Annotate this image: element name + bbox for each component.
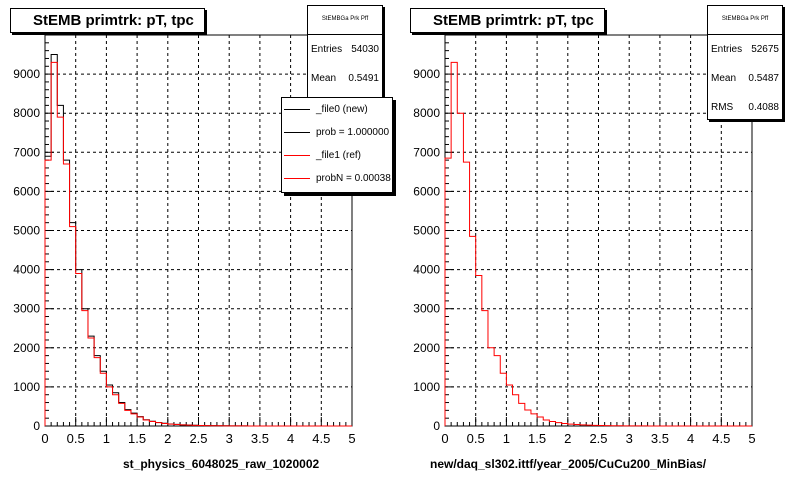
y-tick-label: 4000	[13, 263, 40, 277]
y-tick-label: 7000	[413, 145, 440, 159]
left-plot-title: StEMB primtrk: pT, tpc	[10, 8, 205, 33]
histogram-series-plot1	[444, 61, 752, 427]
x-tick-label: 0.5	[467, 431, 485, 446]
y-tick-label: 3000	[413, 302, 440, 316]
y-tick-label: 8000	[13, 106, 40, 120]
left-stats-mean: Mean 0.5491	[308, 64, 382, 93]
x-tick-label: 2	[564, 431, 571, 446]
legend-entry-prob: prob = 1.000000	[282, 121, 392, 144]
y-tick-label: 0	[433, 419, 440, 433]
right-stats-header: StEMBGa Prk Pff	[708, 6, 782, 35]
right-stats-mean-label: Mean	[711, 73, 737, 84]
legend-swatch-probn	[284, 178, 310, 179]
legend-swatch-file1	[284, 155, 310, 156]
right-stats-entries-value: 52675	[751, 44, 779, 55]
legend-label-file1: _file1 (ref)	[316, 150, 362, 161]
right-stats-rms: RMS 0.4088	[708, 93, 782, 122]
right-stats-mean-value: 0.5487	[748, 73, 779, 84]
legend-label-probn: probN = 0.00038	[316, 173, 391, 184]
left-stats-entries: Entries 54030	[308, 35, 382, 64]
legend-label-file0: _file0 (new)	[316, 104, 368, 115]
y-tick-label: 6000	[413, 184, 440, 198]
y-tick-label: 3000	[13, 302, 40, 316]
x-tick-label: 2	[164, 431, 171, 446]
right-panel: 0 0.5 1 1.5 2 2.5 3 3.5 4 4.5 5 0 1000 2000 3000 4000 50…	[400, 0, 800, 480]
left-stats-entries-label: Entries	[311, 44, 343, 55]
right-stats-rms-label: RMS	[711, 102, 734, 113]
left-stats-header: StEMBGa Prk Pff	[308, 6, 382, 35]
right-stats-mean: Mean 0.5487	[708, 64, 782, 93]
left-legend: _file0 (new) prob = 1.000000 _file1 (ref…	[281, 97, 393, 193]
legend-label-prob: prob = 1.000000	[316, 127, 390, 138]
x-tick-label: 2.5	[589, 431, 607, 446]
x-tick-label: 0.5	[67, 431, 85, 446]
legend-entry-probn: probN = 0.00038	[282, 167, 392, 190]
left-stats-mean-value: 0.5491	[348, 73, 379, 84]
x-tick-label: 1.5	[128, 431, 146, 446]
y-tick-label: 5000	[413, 224, 440, 238]
x-tick-label: 4.5	[712, 431, 730, 446]
x-tick-label: 0	[41, 431, 48, 446]
x-tick-label: 3.5	[251, 431, 269, 446]
y-tick-label: 1000	[13, 380, 40, 394]
y-tick-label: 9000	[13, 67, 40, 81]
left-histogram-plot: 0 0.5 1 1.5 2 2.5 3 3.5 4 4.5 5 0 1000 2000 3000 4000 50…	[13, 34, 356, 446]
legend-swatch-prob	[284, 132, 310, 133]
x-tick-label: 2.5	[189, 431, 207, 446]
x-tick-label: 3	[226, 431, 233, 446]
right-stats-box: StEMBGa Prk Pff Entries 52675 Mean 0.548…	[707, 5, 783, 120]
y-tick-label: 8000	[413, 106, 440, 120]
right-stats-rms-value: 0.4088	[748, 102, 779, 113]
left-stats-entries-value: 54030	[351, 44, 379, 55]
y-tick-label: 7000	[13, 145, 40, 159]
left-x-axis-title: st_physics_6048025_raw_1020002	[123, 457, 320, 471]
y-tick-label: 9000	[413, 67, 440, 81]
x-tick-label: 5	[748, 431, 755, 446]
x-tick-label: 1	[103, 431, 110, 446]
x-tick-label: 1	[503, 431, 510, 446]
y-tick-label: 2000	[413, 341, 440, 355]
left-panel: 0 0.5 1 1.5 2 2.5 3 3.5 4 4.5 5 0 1000 2000 3000 4000 50…	[10, 5, 393, 471]
x-tick-label: 4.5	[312, 431, 330, 446]
x-tick-label: 3.5	[651, 431, 669, 446]
x-tick-label: 4	[687, 431, 694, 446]
right-x-axis-title: new/daq_sl302.ittf/year_2005/CuCu200_Min…	[430, 457, 707, 471]
y-tick-label: 4000	[413, 263, 440, 277]
x-tick-label: 3	[626, 431, 633, 446]
histogram-series--file1-ref-	[44, 61, 352, 427]
x-tick-label: 4	[287, 431, 294, 446]
left-stats-box: StEMBGa Prk Pff Entries 54030 Mean 0.549…	[307, 5, 383, 99]
legend-entry-file0: _file0 (new)	[282, 98, 392, 121]
x-tick-label: 0	[441, 431, 448, 446]
y-tick-label: 2000	[13, 341, 40, 355]
legend-swatch-file0	[284, 109, 310, 110]
x-tick-label: 5	[348, 431, 355, 446]
right-histogram-plot: 0 0.5 1 1.5 2 2.5 3 3.5 4 4.5 5 0 1000 2000 3000 4000 50…	[413, 34, 756, 446]
right-stats-entries-label: Entries	[711, 44, 743, 55]
left-stats-mean-label: Mean	[311, 73, 337, 84]
x-tick-label: 1.5	[528, 431, 546, 446]
legend-entry-file1: _file1 (ref)	[282, 144, 392, 167]
right-stats-entries: Entries 52675	[708, 35, 782, 64]
right-plot-title: StEMB primtrk: pT, tpc	[410, 8, 605, 33]
y-tick-label: 5000	[13, 224, 40, 238]
y-tick-label: 6000	[13, 184, 40, 198]
y-tick-label: 0	[33, 419, 40, 433]
y-tick-label: 1000	[413, 380, 440, 394]
